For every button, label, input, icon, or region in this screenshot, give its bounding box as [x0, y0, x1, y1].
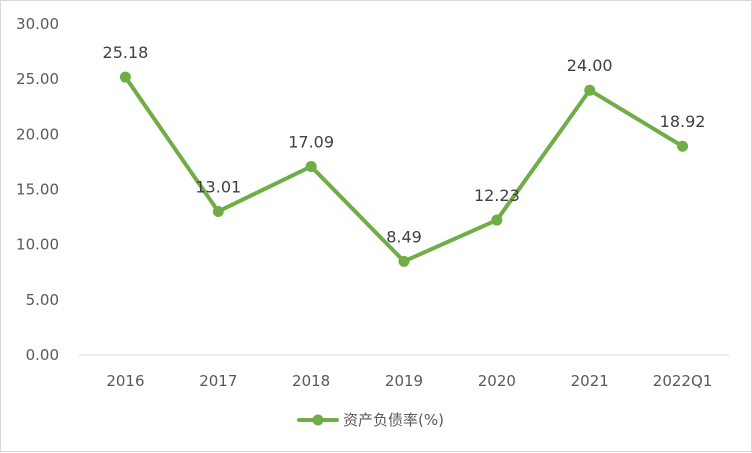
data-point-marker: [119, 71, 131, 83]
x-axis-tick-labels: 2016 2017 2018 2019 2020 2021 2022Q1: [106, 372, 712, 390]
y-tick-label: 5.00: [26, 291, 59, 309]
y-tick-label: 30.00: [16, 15, 59, 33]
y-tick-label: 0.00: [26, 346, 59, 364]
data-point-marker: [212, 205, 224, 217]
data-point-marker: [491, 214, 503, 226]
x-tick-label: 2021: [571, 372, 609, 390]
x-tick-label: 2018: [292, 372, 330, 390]
data-point-marker: [305, 160, 317, 172]
data-labels: 25.18 13.01 17.09 8.49 12.23 24.00 18.92: [103, 43, 706, 246]
data-label: 18.92: [660, 112, 706, 131]
data-label: 13.01: [195, 177, 241, 196]
data-label: 17.09: [288, 132, 334, 151]
x-tick-label: 2016: [106, 372, 144, 390]
legend-marker-icon: [312, 414, 324, 426]
data-point-marker: [677, 140, 689, 152]
x-tick-label: 2022Q1: [653, 372, 713, 390]
legend-label: 资产负债率(%): [343, 411, 444, 429]
y-tick-label: 20.00: [16, 125, 59, 143]
data-label: 24.00: [567, 56, 613, 75]
y-axis-tick-labels: 0.00 5.00 10.00 15.00 20.00 25.00 30.00: [16, 15, 59, 364]
x-tick-label: 2017: [199, 372, 237, 390]
data-point-marker: [584, 84, 596, 96]
data-label: 25.18: [103, 43, 149, 62]
data-point-marker: [398, 255, 410, 267]
y-tick-label: 25.00: [16, 70, 59, 88]
x-tick-label: 2020: [478, 372, 516, 390]
legend: 资产负债率(%): [297, 411, 444, 429]
x-tick-label: 2019: [385, 372, 423, 390]
data-label: 12.23: [474, 186, 520, 205]
series-markers: [119, 71, 689, 267]
y-tick-label: 10.00: [16, 236, 59, 254]
y-tick-label: 15.00: [16, 181, 59, 199]
data-label: 8.49: [386, 227, 422, 246]
